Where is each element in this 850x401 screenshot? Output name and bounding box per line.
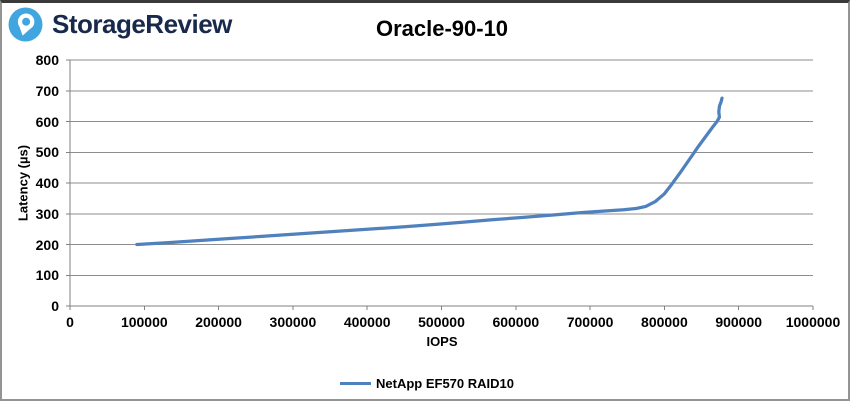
y-tick-label: 400: [35, 175, 59, 191]
y-tick-label: 0: [51, 298, 59, 314]
series-line: [135, 96, 724, 247]
x-tick-label: 100000: [120, 314, 168, 330]
plot-area: [66, 59, 814, 310]
legend-series-label: NetApp EF570 RAID10: [376, 375, 514, 391]
x-tick-label: 600000: [492, 314, 540, 330]
y-tick-label: 800: [35, 52, 59, 68]
x-axis-title: IOPS: [426, 334, 458, 349]
y-tick-label: 200: [35, 236, 59, 253]
x-tick-label: 200000: [195, 314, 242, 330]
storagereview-logo-icon: [8, 7, 43, 42]
x-tick-label: 800000: [641, 314, 688, 330]
x-tick-label: 1000000: [785, 314, 841, 330]
y-tick-label: 600: [35, 113, 59, 130]
y-tick-label: 300: [35, 205, 59, 222]
chart-legend: NetApp EF570 RAID10: [2, 374, 848, 392]
x-tick-label: 300000: [269, 314, 317, 330]
header: StorageReview: [8, 7, 232, 42]
x-tick-label: 900000: [715, 314, 763, 330]
x-tick-label: 400000: [343, 314, 391, 330]
brand-name: StorageReview: [52, 9, 232, 39]
y-tick-label: 500: [35, 144, 59, 161]
y-tick-label: 700: [35, 82, 59, 99]
y-tick-label: 100: [35, 267, 59, 284]
x-tick-label: 0: [66, 314, 74, 330]
y-axis-title: Latency (µs): [15, 144, 31, 222]
x-tick-label: 500000: [418, 314, 465, 330]
x-tick-label: 700000: [566, 314, 614, 330]
chart-title: Oracle-90-10: [375, 16, 509, 41]
legend-line-swatch: [340, 381, 371, 385]
